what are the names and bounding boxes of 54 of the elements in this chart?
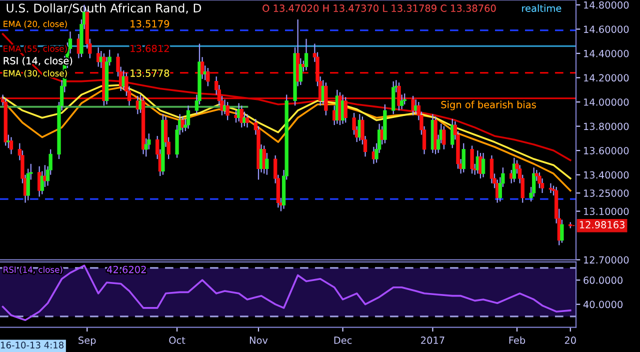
y-tick-label: 14.40000 <box>584 50 629 58</box>
annotation: 13.6812 <box>130 44 169 52</box>
ref-line-label: Sign of bearish bias <box>441 100 536 110</box>
annotation: O 13.47020 H 13.47370 L 13.31789 C 13.38760 <box>262 4 496 12</box>
y-tick-label: 13.80000 <box>584 122 629 130</box>
x-tick-label: Feb <box>509 336 526 344</box>
y-tick-label: 13.60000 <box>584 147 629 154</box>
candlestick <box>490 154 494 184</box>
candlestick <box>26 168 30 201</box>
annotation: 42.6202 <box>107 266 146 274</box>
x-tick-label: Nov <box>250 336 268 344</box>
y-tick-label: 13.25000 <box>584 189 629 197</box>
annotation: 12.98163 <box>580 221 624 228</box>
candlestick <box>262 145 266 174</box>
y-tick-label: 12.70000 <box>584 256 629 264</box>
annotation: realtime <box>522 4 562 12</box>
candlestick <box>265 152 269 176</box>
candlestick <box>344 96 348 124</box>
y-tick-label: 40.0000 <box>583 300 623 308</box>
candlestick <box>481 152 486 178</box>
candlestick <box>411 95 415 116</box>
text: EMA (20, close) <box>4 20 67 28</box>
annotation: 13.5778 <box>130 70 170 77</box>
x-tick-label: 20 <box>564 336 576 344</box>
y-tick-label: 14.80000 <box>584 1 629 9</box>
series-label: RSI (14, close) <box>4 266 62 274</box>
candlestick <box>470 145 474 174</box>
x-tick-label: Sep <box>78 336 96 346</box>
candlestick <box>226 101 230 121</box>
candlestick <box>450 118 454 149</box>
y-tick-label: 13.40000 <box>584 171 629 179</box>
y-tick-label: 14.00000 <box>584 98 629 106</box>
candlestick <box>397 82 401 112</box>
candlestick <box>462 142 466 173</box>
y-tick-label: 60.0000 <box>584 276 623 284</box>
candlestick <box>538 172 542 189</box>
y-tick-label: 13.10000 <box>584 208 629 216</box>
candlestick <box>206 67 210 87</box>
candlestick <box>304 38 308 71</box>
x-tick-label: Dec <box>334 336 352 344</box>
x-tick-label: Oct <box>169 336 186 344</box>
candlestick <box>442 126 446 150</box>
y-tick-label: 14.20000 <box>584 74 629 82</box>
candlestick <box>532 166 536 198</box>
candlestick <box>186 105 190 130</box>
y-tick-label: 14.60000 <box>584 26 629 33</box>
candlestick <box>560 219 564 244</box>
candlestick <box>392 80 396 115</box>
candlestick <box>245 114 250 128</box>
annotation: 13.5179 <box>130 20 170 28</box>
x-tick-label: 2017 <box>421 336 444 344</box>
line-series <box>2 33 572 162</box>
candlestick <box>9 136 14 155</box>
text: 16-10-13 4:18 <box>0 342 64 348</box>
